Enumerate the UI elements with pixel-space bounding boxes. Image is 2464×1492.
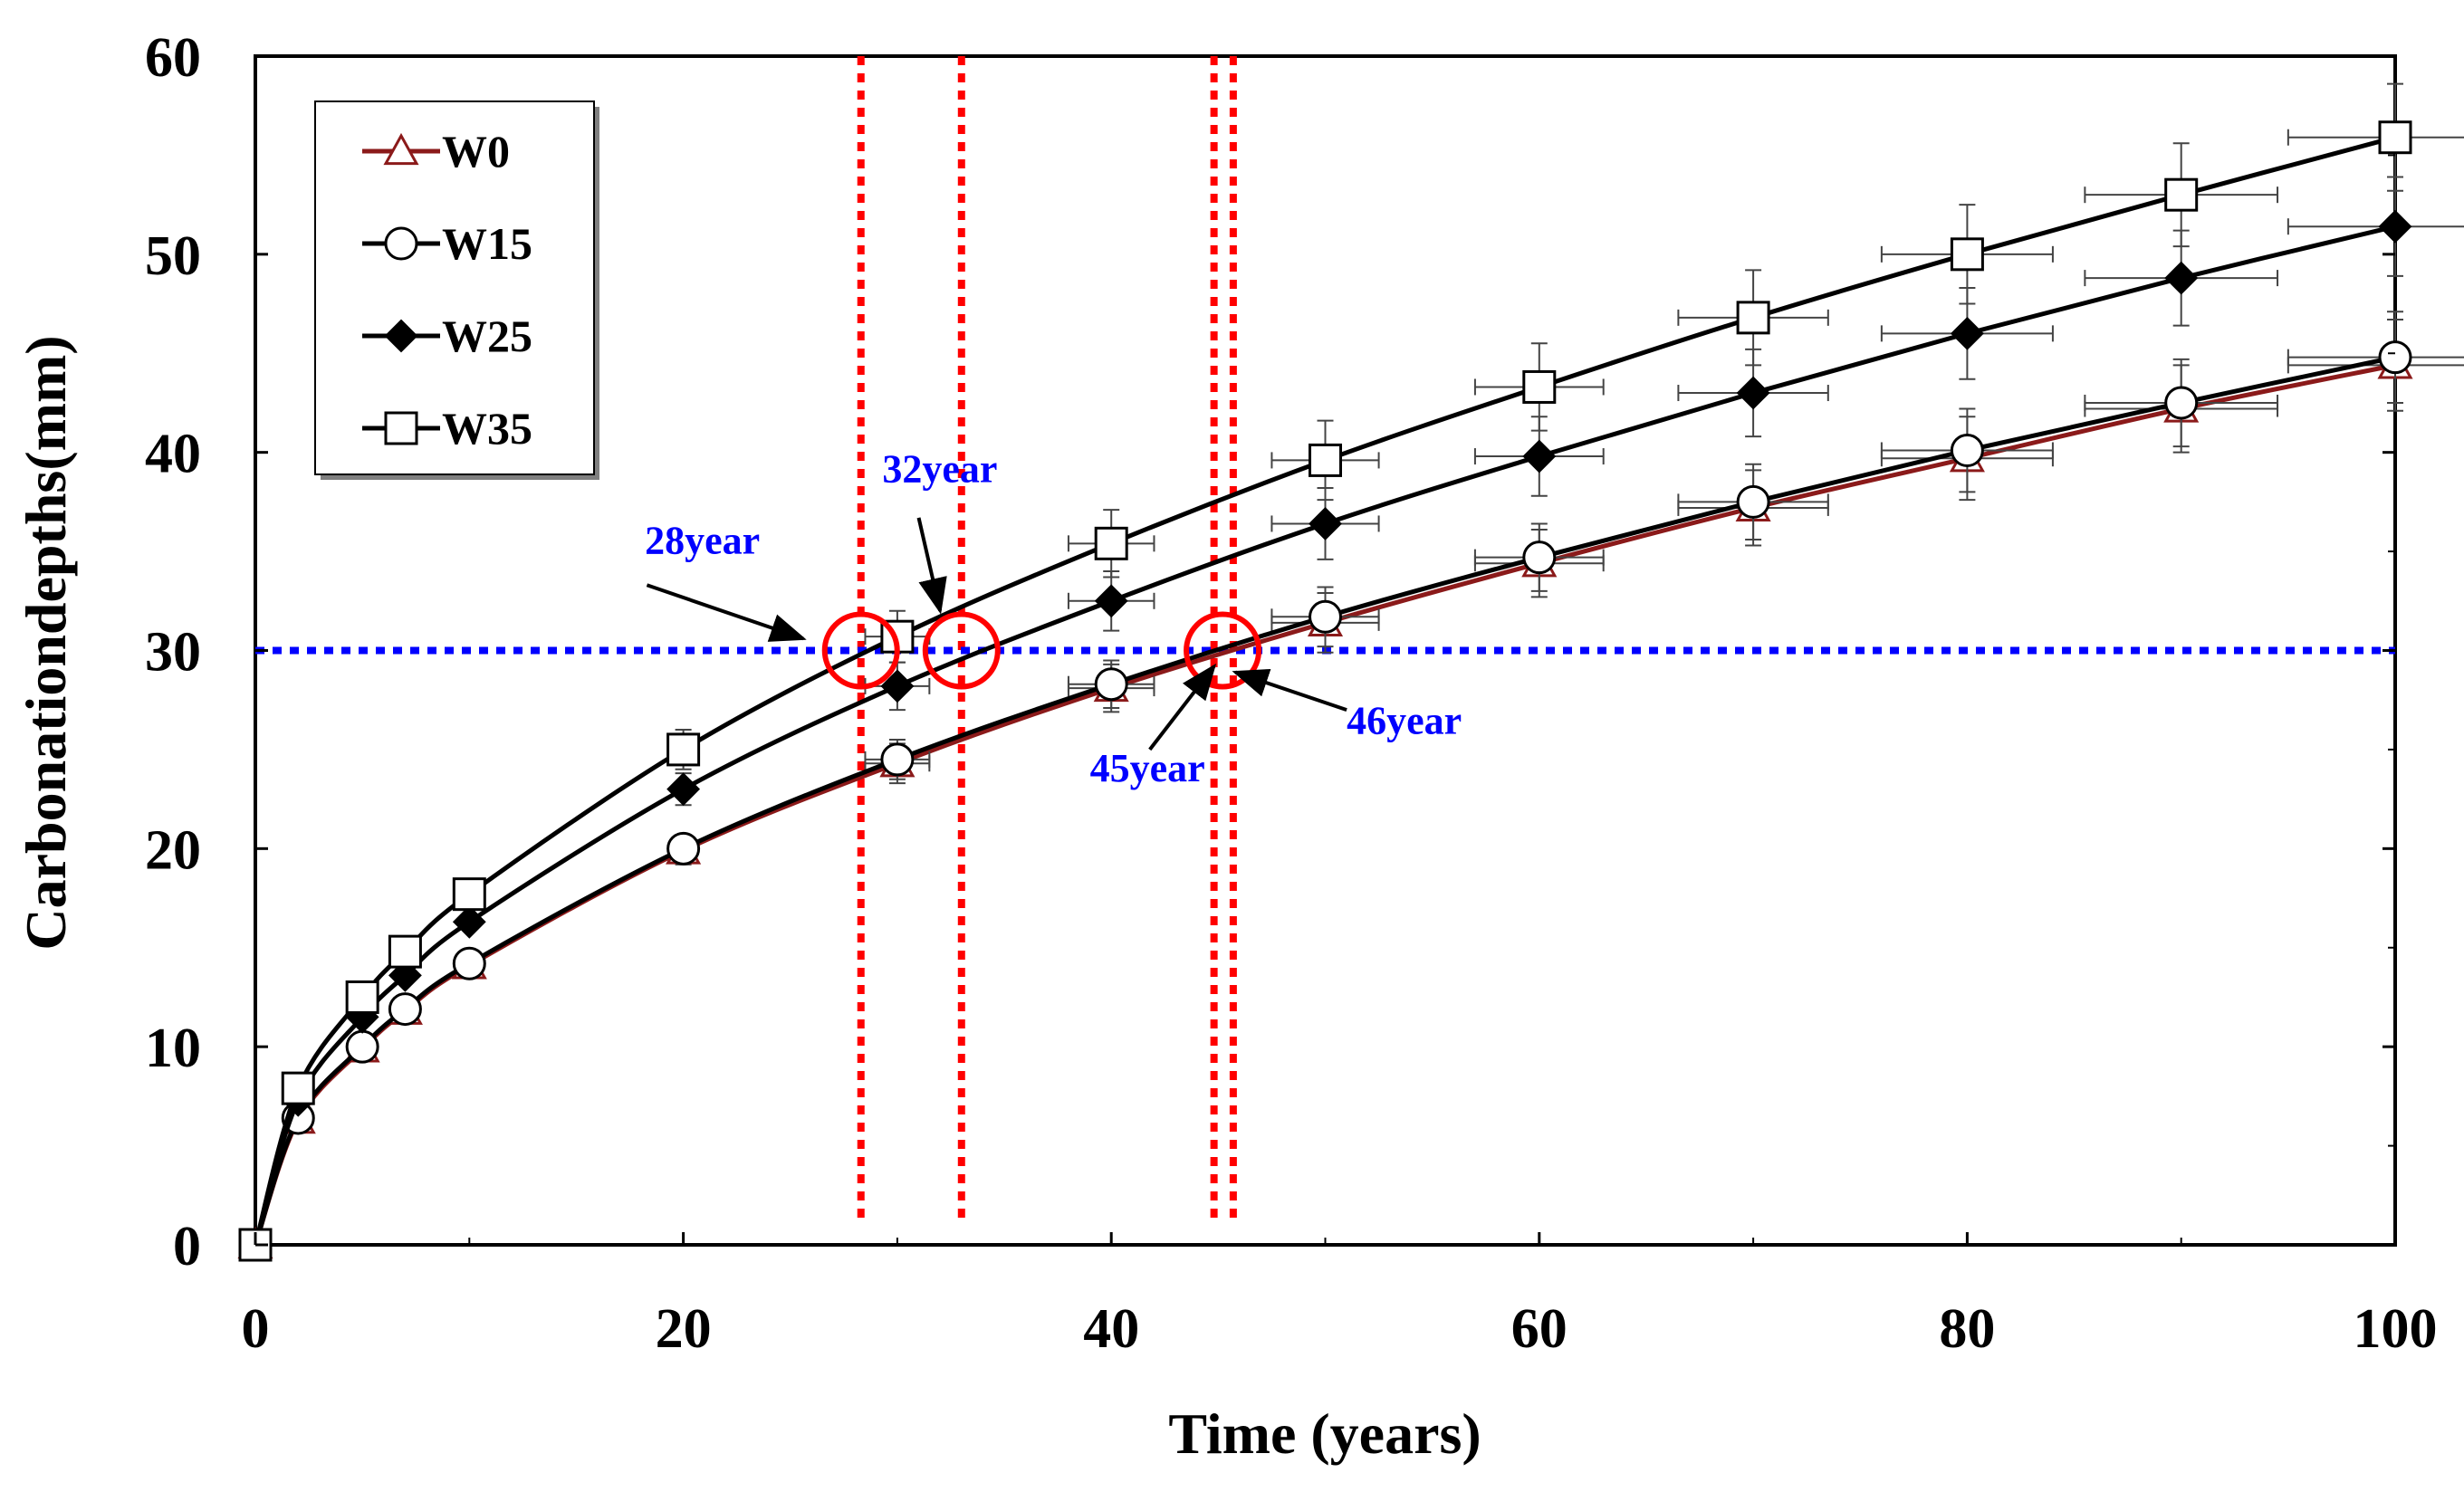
data-point xyxy=(452,877,486,912)
x-axis-title: Time (years) xyxy=(1168,1401,1481,1466)
legend-item-w25: W25 xyxy=(362,311,532,361)
legend-box xyxy=(314,100,595,475)
legend-label: W0 xyxy=(442,126,510,177)
data-point xyxy=(345,980,379,1014)
intersection-circle xyxy=(821,611,900,690)
data-point xyxy=(1736,301,1770,335)
annotation-label: 32year xyxy=(882,446,997,491)
data-point xyxy=(452,946,486,980)
data-point xyxy=(2164,261,2199,295)
data-point xyxy=(1309,599,1342,634)
annotation-arrow xyxy=(916,517,947,615)
annotations: 28year 32year 45year 46year xyxy=(645,446,1462,789)
legend-label: W35 xyxy=(442,403,532,454)
data-point xyxy=(1950,316,1984,350)
legend-swatch-marker xyxy=(383,132,419,166)
legend-label: W15 xyxy=(442,218,532,269)
data-point xyxy=(1522,439,1557,473)
axes: 0 20 40 60 80 100 0 10 20 30 40 50 60 xyxy=(145,27,2438,1360)
data-point xyxy=(1950,237,1984,272)
x-tick-label: 0 xyxy=(242,1298,270,1360)
data-point xyxy=(1736,484,1770,519)
legend-item-w0: W0 xyxy=(362,126,510,177)
data-point xyxy=(1094,526,1128,560)
data-point xyxy=(1094,667,1128,702)
intersection-circle xyxy=(1184,611,1262,690)
legend-swatch-marker xyxy=(384,226,418,261)
data-point xyxy=(2164,386,2199,420)
data-point xyxy=(1736,376,1770,410)
intersection-circle xyxy=(922,611,1001,690)
series-w25 xyxy=(238,176,2464,1262)
data-point xyxy=(388,992,422,1027)
data-point xyxy=(666,772,701,807)
data-point xyxy=(2378,340,2412,375)
data-point xyxy=(1950,433,1984,467)
legend-item-w15: W15 xyxy=(362,218,532,269)
data-point xyxy=(1522,540,1557,575)
data-point xyxy=(345,1029,379,1064)
legend-label: W25 xyxy=(442,311,532,361)
series-layer xyxy=(237,82,2464,1262)
y-tick-label: 50 xyxy=(145,225,201,287)
y-tick-label: 0 xyxy=(173,1216,201,1277)
intersection-circles xyxy=(821,611,1262,690)
x-tick-label: 60 xyxy=(1511,1298,1568,1360)
series-w35 xyxy=(238,82,2464,1262)
x-tick-label: 80 xyxy=(1939,1298,1995,1360)
annotation-label: 28year xyxy=(645,518,760,562)
data-point xyxy=(666,732,701,767)
annotation-arrow xyxy=(1148,663,1217,751)
data-point xyxy=(2164,177,2199,212)
annotation-arrow xyxy=(1232,668,1347,713)
annotation-arrow xyxy=(646,583,807,642)
y-tick-label: 60 xyxy=(145,27,201,89)
data-point xyxy=(2378,209,2412,244)
legend-item-w35: W35 xyxy=(362,403,532,454)
data-point xyxy=(388,934,422,969)
data-point xyxy=(452,904,486,939)
y-tick-label: 30 xyxy=(145,622,201,684)
legend-swatch-marker xyxy=(384,411,418,445)
data-point xyxy=(1094,584,1128,618)
annotation-label: 46year xyxy=(1347,698,1462,742)
data-point xyxy=(1309,507,1342,540)
data-point xyxy=(880,742,915,777)
data-point xyxy=(281,1071,315,1105)
data-point xyxy=(1522,369,1557,404)
annotation-label: 45year xyxy=(1090,746,1205,790)
legend-swatch-marker xyxy=(384,319,418,353)
x-tick-label: 100 xyxy=(2354,1298,2438,1360)
x-tick-label: 20 xyxy=(656,1298,712,1360)
data-point xyxy=(2378,120,2412,155)
data-point xyxy=(880,669,915,703)
data-point xyxy=(666,831,701,866)
data-point xyxy=(1309,443,1342,477)
y-axis-title: Carbonationdepths(mm) xyxy=(14,335,78,950)
y-tick-label: 40 xyxy=(145,424,201,485)
x-tick-label: 40 xyxy=(1083,1298,1139,1360)
y-tick-label: 20 xyxy=(145,819,201,881)
legend: W0 W15 W25 W35 xyxy=(314,100,599,480)
y-tick-label: 10 xyxy=(145,1018,201,1079)
